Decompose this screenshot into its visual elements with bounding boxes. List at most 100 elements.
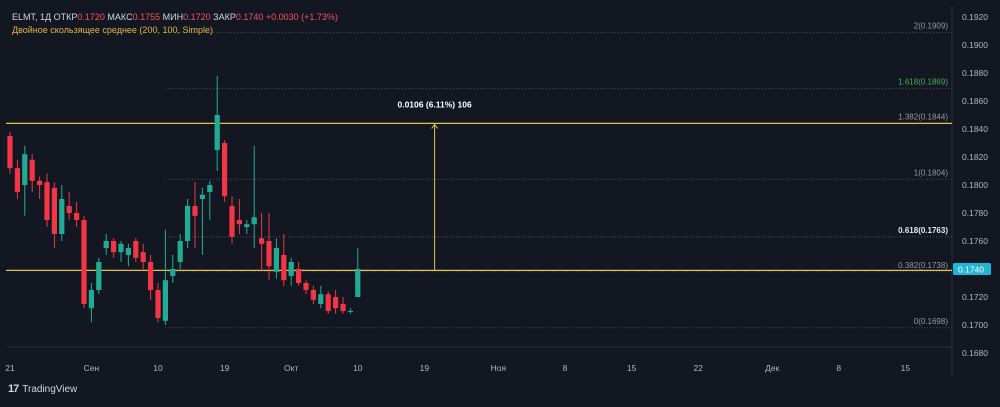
candles [7,75,361,325]
price-tick-label: 0.1820 [962,152,988,162]
candle-body [192,206,198,216]
tradingview-logo-icon: 17 [8,383,19,395]
candle-body [162,280,168,321]
price-tick-label: 0.1720 [962,292,988,302]
candle-body [74,213,80,220]
candle-body [14,168,20,192]
legend: ELMT, 1Д ОТКР0.1720 МАКС0.1755 МИН0.1720… [12,11,338,37]
candle-body [288,262,294,276]
candle-body [266,241,272,267]
candle-body [22,154,28,185]
time-tick-label: 15 [627,363,637,373]
legend-close-label: ЗАКР [213,12,236,22]
candle-body [222,143,228,197]
current-price-label: 0.1740 [958,265,984,275]
candle-body [7,136,13,169]
candle-body [273,248,279,272]
candle-body [347,311,353,312]
time-tick-label: 10 [153,363,163,373]
candle-body [44,182,50,220]
time-tick-label: 22 [693,363,703,373]
candle-body [103,241,109,248]
fib-level-label: 2(0.1909) [914,21,949,30]
candle-body [281,255,287,281]
candle-body [140,252,146,262]
candle-body [88,290,94,309]
legend-ohlc-row: ELMT, 1Д ОТКР0.1720 МАКС0.1755 МИН0.1720… [12,11,338,24]
time-tick-label: Окт [284,363,298,373]
measure-arrow-head-icon [431,123,438,129]
candle-body [333,297,339,309]
candle-body [355,269,361,297]
candle-body [296,269,302,283]
legend-change: +0.0030 (+1.73%) [265,12,338,22]
candle-body [251,217,257,225]
price-tick-label: 0.1860 [962,96,988,106]
price-tick-label: 0.1800 [962,180,988,190]
candle-body [229,206,235,237]
candle-body [111,241,117,253]
legend-close-value: 0.1740 [235,12,264,22]
fib-level-label: 1(0.1804) [914,168,949,177]
price-tick-label: 0.1840 [962,124,988,134]
price-tick-label: 0.1900 [962,40,988,50]
candle-body [148,262,154,290]
current-price-tag [953,263,991,275]
legend-high-value: 0.1755 [132,12,161,22]
tradingview-logo-text: TradingView [22,383,78,395]
candle-body [199,194,205,199]
candle-body [66,206,72,213]
time-tick-label: 8 [836,363,841,373]
time-tick-label: 21 [5,363,15,373]
time-tick-label: 15 [901,363,911,373]
horizontal-lines[interactable] [6,122,952,271]
time-tick-label: 10 [353,363,363,373]
fib-level-label: 0.382(0.1738) [898,261,948,270]
candle-body [207,185,213,192]
legend-symbol[interactable]: ELMT, 1Д [12,12,52,22]
candle-body [133,241,139,258]
candle-body [318,294,324,304]
legend-low-label: МИН [162,12,184,22]
price-tick-label: 0.1700 [962,320,988,330]
price-tick-label: 0.1880 [962,68,988,78]
time-tick-label: Дек [765,363,779,373]
fib-level-label: 1.382(0.1844) [898,112,948,121]
price-tick-label: 0.1780 [962,208,988,218]
candle-body [81,220,87,304]
candle-body [125,248,131,255]
legend-indicator[interactable]: Двойное скользящее среднее (200, 100, Si… [12,25,213,35]
candle-body [170,269,176,276]
candle-body [185,206,191,241]
price-tick-label: 0.1760 [962,236,988,246]
price-tick-label: 0.1920 [962,12,988,22]
candle-body [118,243,124,253]
time-tick-label: 19 [220,363,230,373]
measure-tool[interactable]: 0.0106 (6.11%) 106 [397,99,472,271]
price-axis[interactable]: 0.1920 0.1900 0.1880 0.1860 0.1840 0.1820 0.18… [953,12,991,358]
fib-level-label: 0(0.1698) [914,317,949,326]
candle-body [59,199,65,234]
candle-body [37,180,43,185]
candle-body [177,241,183,262]
candle-body [303,283,309,290]
tradingview-logo[interactable]: 17 TradingView [8,383,77,395]
price-tick-label: 0.1680 [962,348,988,358]
time-tick-label: Ноя [491,363,507,373]
time-axis[interactable]: 21 Сен 10 19 Окт 10 19 Ноя 8 15 22 Дек 8 15 [5,363,910,373]
candle-body [340,304,346,311]
legend-low-value: 0.1720 [183,12,211,22]
candle-body [325,294,331,311]
candle-body [259,238,265,244]
candle-body [244,224,250,227]
legend-open-label: ОТКР [53,12,78,22]
candle-body [29,159,35,181]
candle-body [96,262,102,290]
fib-level-label: 1.618(0.1869) [898,77,948,86]
plot-area[interactable] [6,6,952,347]
legend-high-label: МАКС [107,12,133,22]
time-tick-label: 19 [420,363,430,373]
time-tick-label: 8 [563,363,568,373]
